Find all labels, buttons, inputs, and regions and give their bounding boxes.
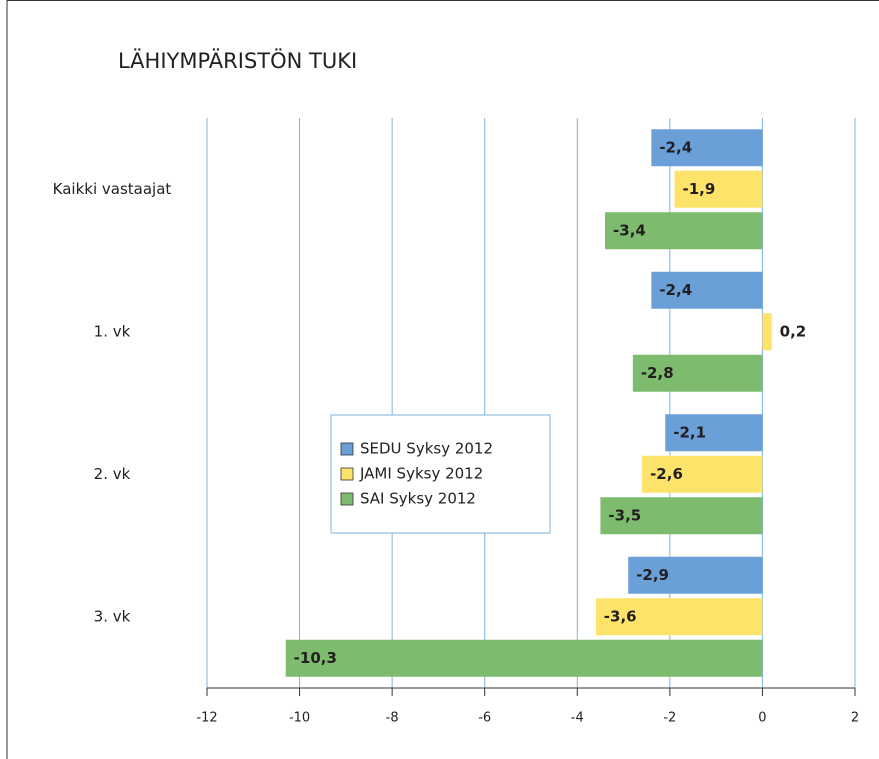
bar [665, 414, 763, 452]
data-label: -10,3 [294, 649, 337, 667]
bar [632, 354, 763, 392]
bar [600, 497, 763, 535]
data-label: -2,8 [641, 364, 674, 382]
x-tick-label: -6 [478, 711, 491, 726]
data-label: -2,4 [659, 138, 692, 156]
x-tick-label: -12 [196, 711, 217, 726]
bar [605, 212, 763, 250]
y-tick-label: 1. vk [94, 322, 131, 340]
bar [674, 170, 763, 208]
bar [285, 639, 763, 677]
x-tick-label: -4 [571, 711, 584, 726]
data-label: -1,9 [682, 180, 715, 198]
chart-title: LÄHIYMPÄRISTÖN TUKI [118, 48, 357, 73]
x-tick-label: -10 [289, 711, 310, 726]
bar [628, 556, 763, 594]
x-tick-label: -2 [663, 711, 676, 726]
y-tick-label: Kaikki vastaajat [53, 180, 172, 198]
y-tick-label: 2. vk [94, 465, 131, 483]
data-label: -2,9 [636, 566, 669, 584]
data-label: -2,1 [673, 423, 706, 441]
legend-box [330, 414, 551, 534]
legend-swatch [340, 467, 354, 481]
frame [6, 0, 879, 759]
legend-swatch [340, 442, 354, 456]
bar [595, 598, 763, 636]
bar [762, 313, 772, 351]
bar [651, 271, 763, 309]
data-label: -3,6 [604, 607, 637, 625]
x-tick-label: 2 [851, 711, 859, 726]
data-label: -3,4 [613, 221, 646, 239]
legend-label: SEDU Syksy 2012 [360, 440, 493, 458]
legend: SEDU Syksy 2012 JAMI Syksy 2012 SAI Syksy … [330, 414, 551, 534]
legend-swatch [340, 492, 354, 506]
bar [642, 455, 763, 493]
data-label: -3,5 [608, 506, 641, 524]
y-tick-label: 3. vk [94, 607, 131, 625]
legend-label: SAI Syksy 2012 [360, 490, 476, 508]
x-tick-label: -8 [386, 711, 399, 726]
legend-label: JAMI Syksy 2012 [359, 465, 483, 483]
bar [651, 129, 763, 167]
x-tick-label: 0 [758, 711, 766, 726]
data-label: 0,2 [780, 322, 807, 340]
data-label: -2,6 [650, 465, 683, 483]
data-label: -2,4 [659, 281, 692, 299]
